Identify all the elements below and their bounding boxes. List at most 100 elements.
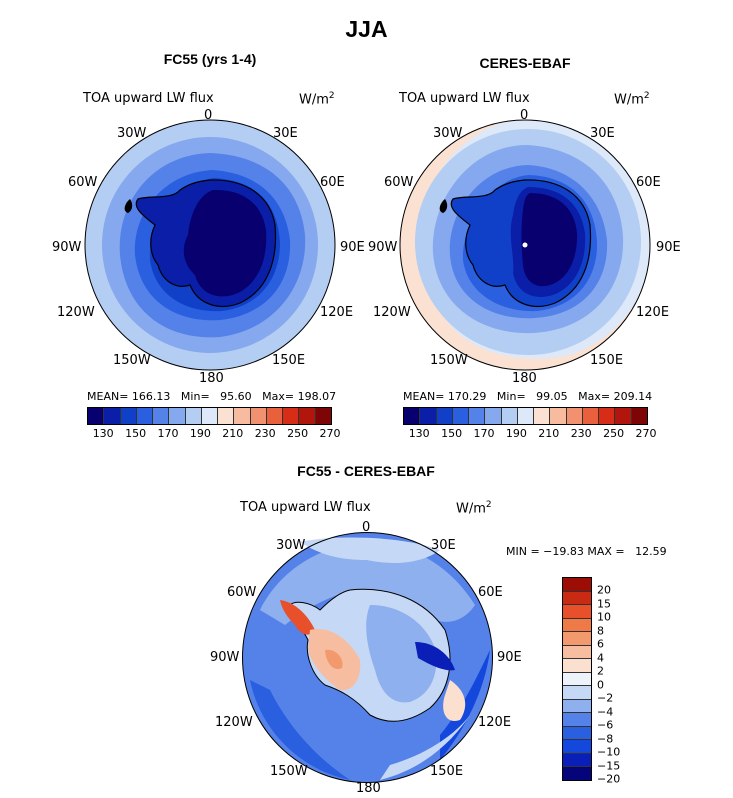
colorbar-swatch bbox=[563, 740, 591, 754]
lon-label-30e: 30E bbox=[273, 126, 298, 141]
colorbar-swatch bbox=[283, 408, 300, 424]
north-band bbox=[260, 542, 475, 625]
antarctic-plateau bbox=[183, 189, 267, 297]
peninsula-positive bbox=[280, 600, 315, 635]
lon-label-60w: 60W bbox=[68, 175, 98, 190]
colorbar-swatch bbox=[563, 591, 591, 606]
lon-label-120e: 120E bbox=[636, 305, 670, 320]
colorbar-swatch bbox=[469, 408, 486, 424]
diff-lon-label-30w: 30W bbox=[276, 538, 306, 553]
lon-label-150e: 150E bbox=[272, 353, 306, 368]
lon-label-120w: 120W bbox=[373, 305, 411, 320]
lon-label-150w: 150W bbox=[430, 353, 468, 368]
map-border bbox=[84, 119, 336, 371]
colorbar-swatch bbox=[563, 699, 591, 714]
east-warm-patch bbox=[443, 680, 466, 721]
lon-label-120w: 120W bbox=[57, 305, 95, 320]
panel-2-colorbar bbox=[403, 407, 648, 425]
diff-lon-label-120w: 120W bbox=[215, 715, 253, 730]
colorbar-swatch bbox=[420, 408, 437, 424]
colorbar-swatch bbox=[563, 753, 591, 768]
plateau-negative bbox=[366, 605, 437, 703]
diff-lon-label-90w: 90W bbox=[210, 650, 240, 665]
colorbar-swatch bbox=[218, 408, 235, 424]
colorbar-swatch bbox=[563, 726, 591, 741]
colorbar-swatch bbox=[563, 632, 591, 646]
map-border bbox=[242, 532, 493, 783]
colorbar-tick-label: 6 bbox=[597, 637, 604, 651]
colorbar-swatch bbox=[563, 686, 591, 700]
diff-minmax: MIN = −19.83 MAX = 12.59 bbox=[506, 545, 667, 558]
colorbar-swatch bbox=[404, 408, 421, 424]
map-border bbox=[399, 119, 651, 371]
colorbar-swatch bbox=[436, 408, 453, 424]
diff-units: W/m2 bbox=[456, 500, 492, 517]
colorbar-swatch bbox=[582, 408, 600, 424]
panel-2-title: CERES-EBAF bbox=[479, 55, 571, 71]
colorbar-tick-label: 170 bbox=[157, 427, 179, 440]
colorbar-tick-label: −6 bbox=[597, 718, 614, 732]
colorbar-tick-label: −15 bbox=[597, 759, 621, 773]
diff-lon-label-90e: 90E bbox=[497, 650, 522, 665]
colorbar-swatch bbox=[631, 408, 647, 424]
colorbar-swatch bbox=[299, 408, 316, 424]
colorbar-swatch bbox=[501, 408, 518, 424]
lon-label-60e: 60E bbox=[320, 175, 345, 190]
colorbar-swatch bbox=[534, 408, 551, 424]
colorbar-tick-label: 4 bbox=[597, 651, 604, 665]
diff-lon-label-150e: 150E bbox=[430, 764, 464, 779]
colorbar-swatch bbox=[563, 605, 591, 619]
colorbar-tick-label: 170 bbox=[473, 427, 495, 440]
colorbar-swatch bbox=[566, 408, 583, 424]
panel-2-units: W/m2 bbox=[614, 91, 650, 108]
antarctic-plateau bbox=[521, 193, 578, 287]
colorbar-tick-label: 15 bbox=[597, 597, 611, 611]
colorbar-swatch bbox=[315, 408, 331, 424]
colorbar-tick-label: −10 bbox=[597, 745, 621, 759]
colorbar-tick-label: 250 bbox=[603, 427, 625, 440]
panel-1-variable-label: TOA upward LW flux bbox=[83, 91, 214, 106]
colorbar-swatch bbox=[563, 618, 591, 633]
diff-colorbar bbox=[562, 577, 592, 781]
lon-label-150e: 150E bbox=[590, 353, 624, 368]
lon-label-30e: 30E bbox=[590, 126, 615, 141]
panel-2-stats: MEAN= 170.29 Min= 99.05 Max= 209.14 bbox=[403, 390, 653, 403]
lon-label-120e: 120E bbox=[320, 305, 354, 320]
colorbar-tick-label: 230 bbox=[570, 427, 592, 440]
panel-2-colorbar-ticks: 130 150 170 190 210 230 250 270 bbox=[403, 427, 657, 441]
panel-2-variable-label: TOA upward LW flux bbox=[399, 91, 530, 106]
colorbar-tick-label: 270 bbox=[319, 427, 341, 440]
colorbar-swatch bbox=[250, 408, 267, 424]
lon-label-30w: 30W bbox=[117, 126, 147, 141]
lon-label-0: 0 bbox=[204, 108, 213, 123]
diff-polar-map bbox=[242, 532, 493, 783]
colorbar-swatch bbox=[120, 408, 137, 424]
colorbar-swatch bbox=[599, 408, 616, 424]
panel-1-colorbar-ticks: 130 150 170 190 210 230 250 270 bbox=[87, 427, 341, 441]
north-light bbox=[300, 537, 440, 563]
diff-lon-label-120e: 120E bbox=[478, 715, 512, 730]
peninsula-tip bbox=[124, 199, 133, 213]
lon-label-30w: 30W bbox=[433, 126, 463, 141]
colorbar-tick-label: −2 bbox=[597, 691, 614, 705]
colorbar-tick-label: 8 bbox=[597, 624, 604, 638]
diff-lon-label-0: 0 bbox=[362, 520, 371, 535]
colorbar-tick-label: 130 bbox=[92, 427, 114, 440]
lon-label-60w: 60W bbox=[384, 175, 414, 190]
lon-label-90w: 90W bbox=[368, 240, 398, 255]
diff-lon-label-150w: 150W bbox=[270, 764, 308, 779]
panel-1-colorbar bbox=[87, 407, 332, 425]
colorbar-tick-label: 230 bbox=[254, 427, 276, 440]
colorbar-tick-label: 250 bbox=[287, 427, 309, 440]
colorbar-tick-label: 150 bbox=[441, 427, 463, 440]
colorbar-tick-label: 10 bbox=[597, 610, 611, 624]
colorbar-swatch bbox=[563, 767, 591, 780]
colorbar-tick-label: 130 bbox=[408, 427, 430, 440]
figure-title: JJA bbox=[345, 16, 388, 42]
lon-label-60e: 60E bbox=[636, 175, 661, 190]
southwest-dark bbox=[250, 680, 350, 780]
colorbar-swatch bbox=[563, 713, 591, 727]
panel-1-polar-map bbox=[84, 119, 336, 371]
colorbar-swatch bbox=[517, 408, 535, 424]
colorbar-swatch bbox=[615, 408, 632, 424]
